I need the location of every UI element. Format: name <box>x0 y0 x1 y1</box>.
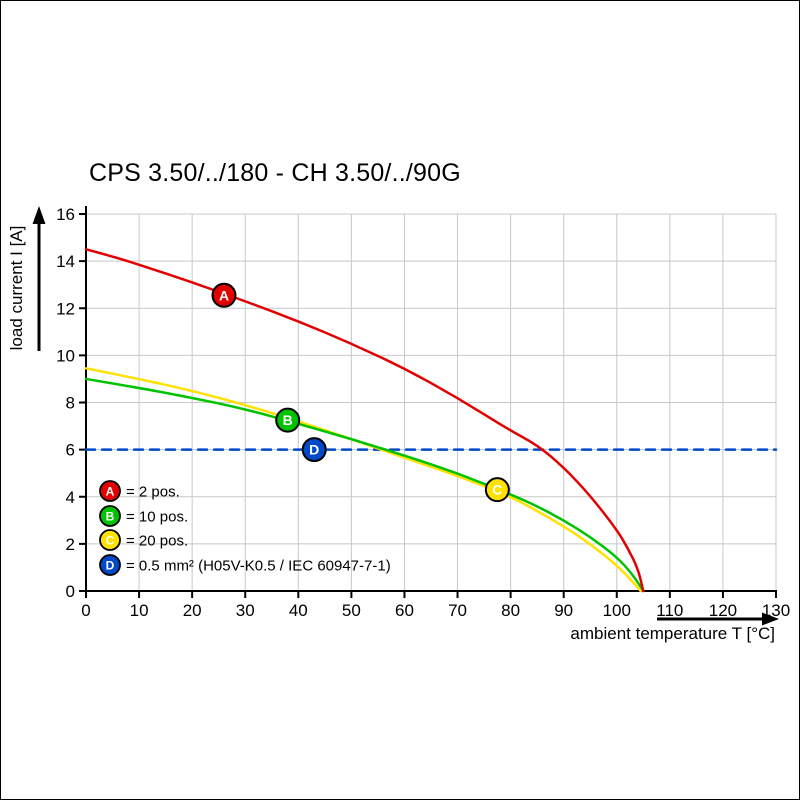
legend-label-B: = 10 pos. <box>126 509 188 526</box>
x-tick-label: 60 <box>395 601 414 620</box>
legend-label-D: = 0.5 mm² (H05V-K0.5 / IEC 60947-7-1) <box>126 558 391 575</box>
x-tick-label: 100 <box>603 601 631 620</box>
x-tick-label: 80 <box>501 601 520 620</box>
legend-label-A: = 2 pos. <box>126 484 180 501</box>
y-tick-label: 6 <box>66 441 75 460</box>
y-tick-label: 4 <box>66 488 75 507</box>
legend-letter-C: C <box>106 534 115 548</box>
marker-D <box>301 437 327 463</box>
legend-letter-A: A <box>106 485 115 499</box>
curve-A <box>84 248 645 593</box>
x-axis-label: ambient temperature T [°C] <box>570 624 775 643</box>
y-tick-label: 14 <box>56 252 75 271</box>
marker-letter-B: B <box>283 412 293 428</box>
legend-letter-B: B <box>106 510 115 524</box>
x-tick-label: 20 <box>183 601 202 620</box>
x-tick-label: 90 <box>554 601 573 620</box>
x-tick-label: 0 <box>81 601 90 620</box>
y-axis-arrow-head <box>32 206 46 224</box>
y-tick-label: 12 <box>56 299 75 318</box>
x-tick-label: 40 <box>289 601 308 620</box>
legend-letter-D: D <box>106 559 115 573</box>
x-tick-label: 120 <box>709 601 737 620</box>
curve-B <box>84 377 645 593</box>
y-tick-label: 10 <box>56 346 75 365</box>
x-tick-label: 70 <box>448 601 467 620</box>
curve-C <box>84 367 642 593</box>
x-tick-label: 110 <box>656 601 683 620</box>
y-tick-label: 16 <box>56 205 75 224</box>
chart-title: CPS 3.50/../180 - CH 3.50/../90G <box>89 159 461 187</box>
x-axis-arrow-head <box>762 612 779 626</box>
marker-B <box>275 407 301 433</box>
y-tick-label: 2 <box>66 535 75 554</box>
y-tick-label: 0 <box>66 582 75 601</box>
y-tick-label: 8 <box>66 394 75 413</box>
marker-letter-A: A <box>219 287 229 303</box>
marker-letter-C: C <box>492 482 502 498</box>
legend-label-C: = 20 pos. <box>126 533 188 550</box>
marker-A <box>211 282 237 308</box>
legend-marker-D <box>99 554 121 576</box>
x-tick-label: 50 <box>342 601 361 620</box>
legend-marker-C <box>99 529 121 551</box>
legend-marker-A <box>99 480 121 502</box>
marker-C <box>484 477 510 503</box>
legend-marker-B <box>99 505 121 527</box>
marker-letter-D: D <box>309 442 319 458</box>
x-tick-label: 30 <box>236 601 255 620</box>
x-tick-label: 10 <box>130 601 149 620</box>
